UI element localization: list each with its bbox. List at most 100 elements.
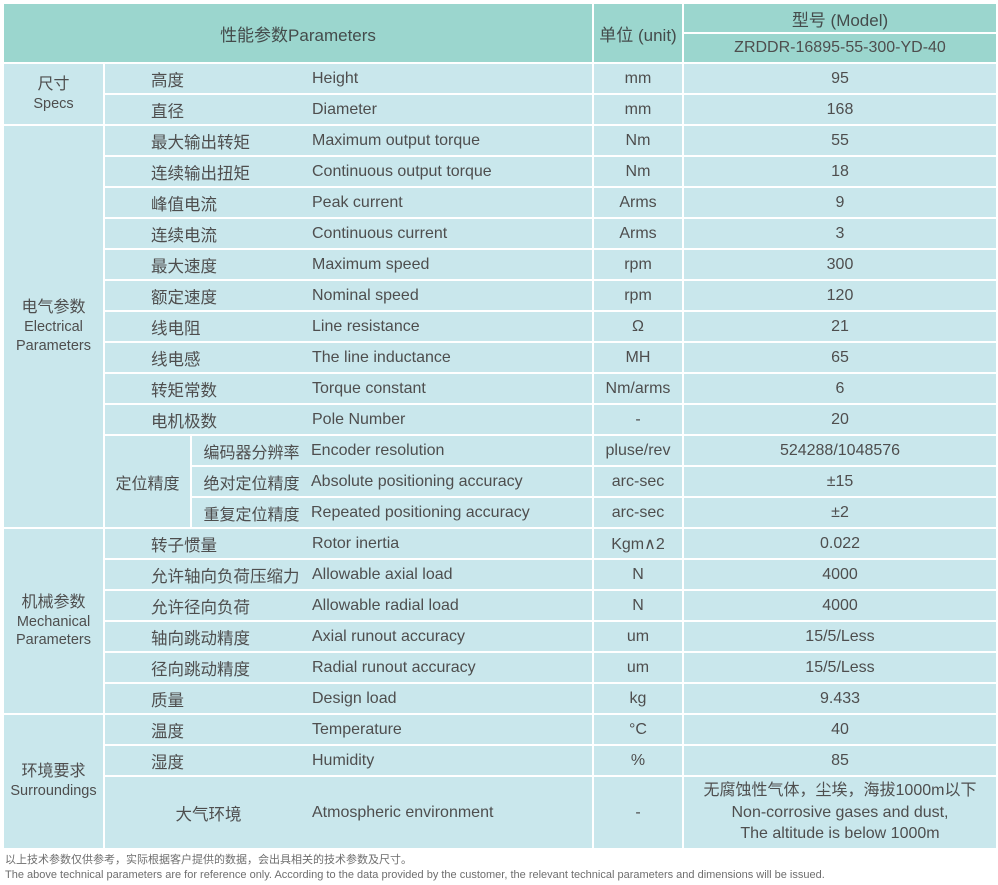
table-row: 重复定位精度 Repeated positioning accuracy arc-s… — [192, 498, 996, 527]
category-label-en: Mechanical Parameters — [16, 613, 91, 648]
label-cell: 峰值电流 Peak current — [105, 188, 592, 217]
label-cell: 最大输出转矩 Maximum output torque — [105, 126, 592, 155]
unit-cell: % — [594, 746, 682, 775]
label-cell: 连续输出扭矩 Continuous output torque — [105, 157, 592, 186]
value-cell: 65 — [684, 343, 996, 372]
table-row: 绝对定位精度 Absolute positioning accuracy arc-s… — [192, 467, 996, 496]
footer-note-en: The above technical parameters are for r… — [5, 868, 825, 881]
group-rows: 编码器分辨率 Encoder resolution pluse/rev 524288/… — [192, 436, 996, 527]
unit-cell: Nm — [594, 126, 682, 155]
parameter-label-en: Height — [312, 69, 359, 87]
model-header-column: 型号 (Model) ZRDDR-16895-55-300-YD-40 — [684, 4, 996, 62]
parameter-label-cn: 转子惯量 — [151, 536, 217, 555]
value-cell: ±15 — [684, 467, 996, 496]
footer-note-cn: 以上技术参数仅供参考，实际根据客户提供的数据，会出具相关的技术参数及尺寸。 — [5, 854, 412, 866]
table-row: 线电感 The line inductance MH 65 — [105, 343, 996, 372]
model-header-cell: 型号 (Model) — [684, 4, 996, 32]
label-cell: 线电阻 Line resistance — [105, 312, 592, 341]
parameter-label-cn: 峰值电流 — [151, 195, 217, 214]
parameter-label-en: Maximum speed — [312, 255, 430, 273]
unit-cell: N — [594, 591, 682, 620]
label-cell: 质量 Design load — [105, 684, 592, 713]
unit-cell: arc-sec — [594, 498, 682, 527]
unit-cell: Arms — [594, 188, 682, 217]
parameter-label-cn: 轴向跳动精度 — [151, 629, 250, 648]
parameter-label-cn: 绝对定位精度 — [203, 475, 300, 493]
unit-cell: Arms — [594, 219, 682, 248]
unit-cell: um — [594, 622, 682, 651]
unit-cell: mm — [594, 64, 682, 93]
table-body: 尺寸 Specs 高度 Height mm 95 直径 Diameter mm 168 电气参数 El… — [4, 64, 996, 848]
label-cell: 线电感 The line inductance — [105, 343, 592, 372]
parameter-label-cn: 湿度 — [151, 753, 184, 772]
parameter-label-en: Allowable axial load — [312, 565, 453, 583]
value-cell: 300 — [684, 250, 996, 279]
label-cell: 轴向跳动精度 Axial runout accuracy — [105, 622, 592, 651]
category-label-cn: 尺寸 — [37, 75, 70, 93]
parameters-header-label: 性能参数Parameters — [220, 25, 376, 45]
value-cell: 168 — [684, 95, 996, 124]
unit-cell: Nm — [594, 157, 682, 186]
category-cell: 机械参数 Mechanical Parameters — [4, 529, 103, 713]
table-row: 转子惯量 Rotor inertia Kgm∧2 0.022 — [105, 529, 996, 558]
section-rows: 转子惯量 Rotor inertia Kgm∧2 0.022 允许轴向负荷压缩力 Allo… — [105, 529, 996, 713]
value-cell: 无腐蚀性气体，尘埃，海拔1000m以下 Non-corrosive gases … — [684, 777, 996, 848]
unit-cell: - — [594, 777, 682, 848]
table-row: 额定速度 Nominal speed rpm 120 — [105, 281, 996, 310]
label-cell: 绝对定位精度 Absolute positioning accuracy — [192, 467, 592, 496]
unit-cell: mm — [594, 95, 682, 124]
label-cell: 径向跳动精度 Radial runout accuracy — [105, 653, 592, 682]
parameter-label-en: Humidity — [312, 751, 375, 769]
category-cell: 环境要求 Surroundings — [4, 715, 103, 848]
value-cell: 20 — [684, 405, 996, 434]
parameter-label-cn: 连续输出扭矩 — [151, 164, 250, 183]
category-label-en: Surroundings — [10, 783, 97, 800]
model-header-label: 型号 (Model) — [791, 10, 889, 30]
value-cell: 9.433 — [684, 684, 996, 713]
category-label-cn: 电气参数 — [21, 299, 86, 317]
label-cell: 转子惯量 Rotor inertia — [105, 529, 592, 558]
section-rows: 最大输出转矩 Maximum output torque Nm 55 连续输出扭矩 Con… — [105, 126, 996, 527]
spec-table: 性能参数Parameters 单位 (unit) 型号 (Model) ZRDD… — [4, 4, 996, 848]
label-cell: 连续电流 Continuous current — [105, 219, 592, 248]
label-cell: 额定速度 Nominal speed — [105, 281, 592, 310]
group-label-cell: 定位精度 — [105, 436, 190, 527]
section-3: 环境要求 Surroundings 温度 Temperature °C 40 湿度 Humid… — [4, 715, 996, 848]
parameter-label-en: Absolute positioning accuracy — [311, 472, 523, 490]
value-cell: 21 — [684, 312, 996, 341]
parameter-label-en: Peak current — [312, 193, 403, 211]
parameter-label-en: Continuous output torque — [312, 162, 492, 180]
parameter-label-en: Axial runout accuracy — [312, 627, 465, 645]
table-row: 质量 Design load kg 9.433 — [105, 684, 996, 713]
table-row: 最大输出转矩 Maximum output torque Nm 55 — [105, 126, 996, 155]
value-cell: 55 — [684, 126, 996, 155]
unit-cell: Nm/arms — [594, 374, 682, 403]
unit-cell: pluse/rev — [594, 436, 682, 465]
label-cell: 温度 Temperature — [105, 715, 592, 744]
parameter-label-en: Radial runout accuracy — [312, 658, 476, 676]
category-label-en: Electrical Parameters — [16, 319, 91, 354]
label-cell: 转矩常数 Torque constant — [105, 374, 592, 403]
parameter-label-en: Continuous current — [312, 224, 448, 242]
unit-cell: Kgm∧2 — [594, 529, 682, 558]
positioning-accuracy-group: 定位精度 编码器分辨率 Encoder resolution pluse/rev 524… — [105, 436, 996, 527]
label-cell: 编码器分辨率 Encoder resolution — [192, 436, 592, 465]
label-cell: 最大速度 Maximum speed — [105, 250, 592, 279]
model-value: ZRDDR-16895-55-300-YD-40 — [734, 39, 946, 56]
category-cell: 电气参数 Electrical Parameters — [4, 126, 103, 527]
table-row: 大气环境 Atmospheric environment - 无腐蚀性气体，尘埃，海拔… — [105, 777, 996, 848]
value-cell: 4000 — [684, 591, 996, 620]
label-cell: 允许径向负荷 Allowable radial load — [105, 591, 592, 620]
label-cell: 高度 Height — [105, 64, 592, 93]
value-cell: 120 — [684, 281, 996, 310]
parameter-label-cn: 大气环境 — [175, 805, 242, 824]
unit-cell: arc-sec — [594, 467, 682, 496]
parameter-label-en: The line inductance — [312, 348, 451, 366]
unit-cell: Ω — [594, 312, 682, 341]
unit-cell: rpm — [594, 250, 682, 279]
category-label-cn: 机械参数 — [21, 593, 86, 611]
label-cell: 电机极数 Pole Number — [105, 405, 592, 434]
unit-cell: - — [594, 405, 682, 434]
label-cell: 直径 Diameter — [105, 95, 592, 124]
value-cell: 4000 — [684, 560, 996, 589]
